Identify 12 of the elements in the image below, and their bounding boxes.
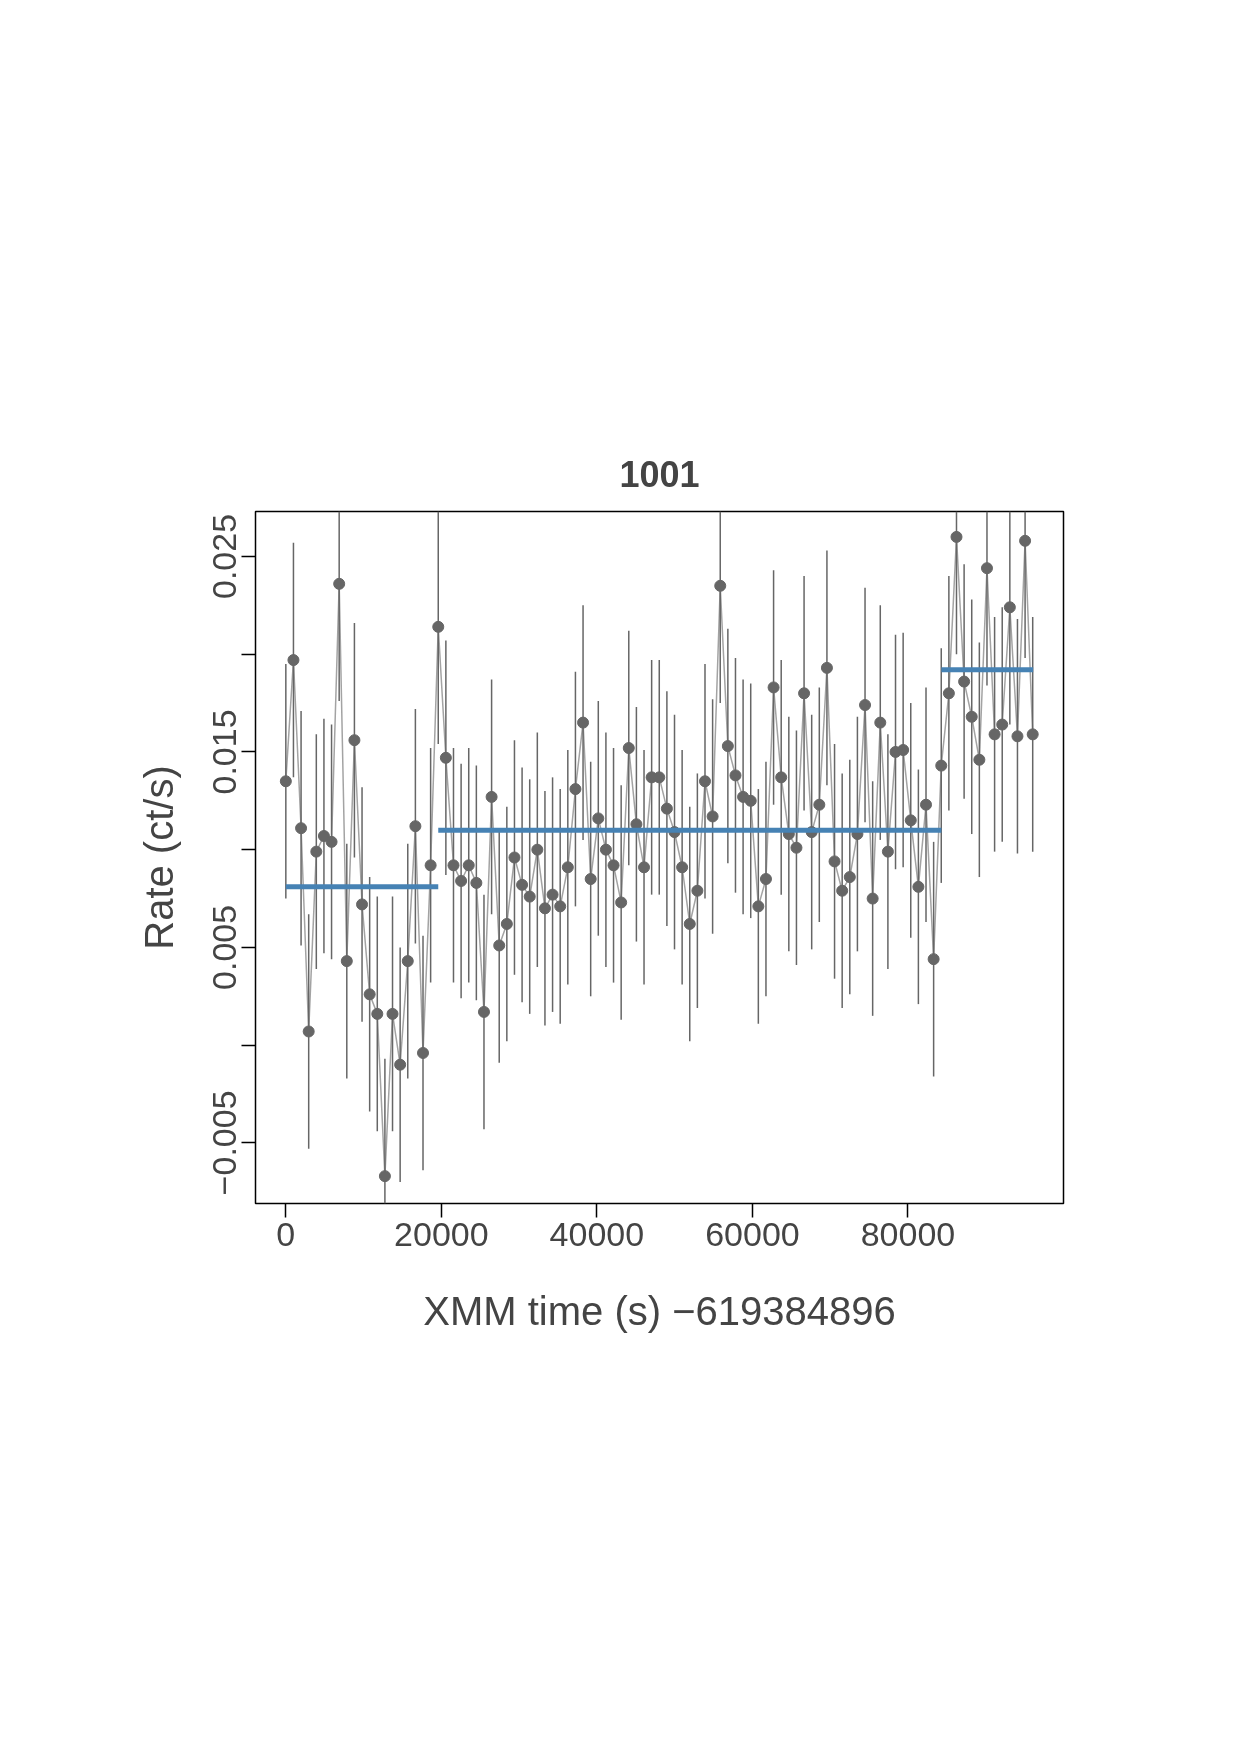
x-tick-label: 20000: [394, 1214, 489, 1253]
x-axis-title: XMM time (s) −619384896: [423, 1288, 896, 1333]
y-tick-label: −0.005: [205, 1090, 244, 1196]
y-axis-title: Rate (ct/s): [136, 765, 181, 950]
y-tick-label: 0.015: [205, 709, 244, 795]
chart-title: 1001: [619, 453, 700, 495]
x-tick-label: 60000: [705, 1214, 800, 1253]
x-tick-label: 80000: [860, 1214, 956, 1253]
x-tick-label: 40000: [549, 1214, 645, 1253]
x-tick-label: 0: [276, 1214, 296, 1253]
y-tick-label: 0.025: [205, 513, 244, 599]
y-tick-label: 0.005: [205, 904, 244, 990]
